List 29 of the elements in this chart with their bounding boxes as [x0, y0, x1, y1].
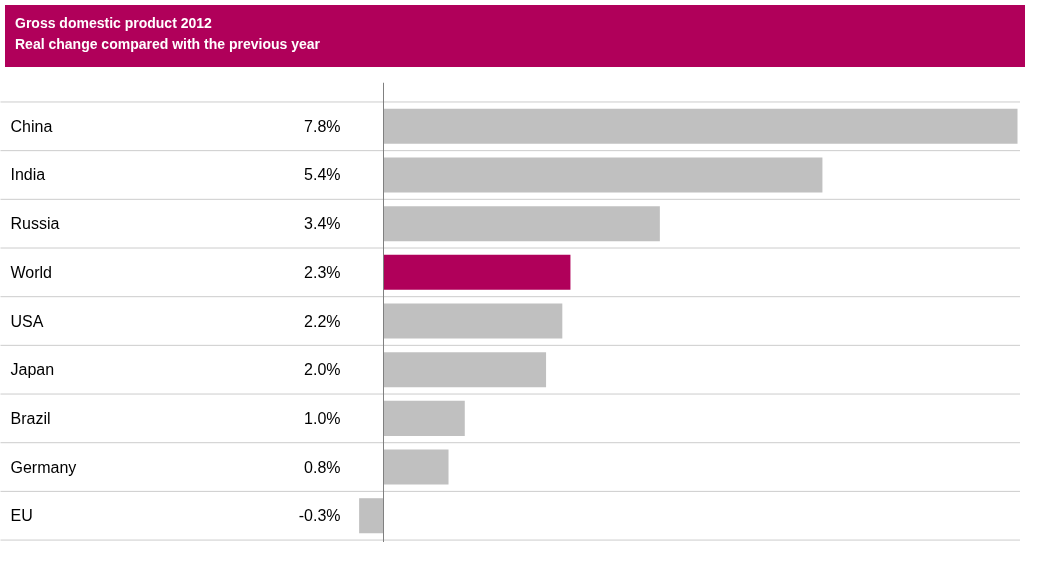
y-tick-label: China [10, 117, 53, 135]
data-label: 1.0% [304, 409, 341, 427]
y-tick-label: EU [10, 507, 33, 525]
y-tick-label: Russia [10, 215, 60, 233]
data-label: 7.8% [304, 117, 341, 135]
bar [383, 303, 563, 339]
y-tick-label: World [10, 263, 52, 281]
y-tick-label: Brazil [10, 409, 51, 427]
data-label: 2.0% [304, 361, 341, 379]
y-tick-label: USA [10, 312, 44, 330]
data-label: 0.8% [304, 458, 341, 476]
bar [359, 498, 384, 534]
y-tick-label: Germany [10, 458, 77, 476]
data-label: 5.4% [304, 166, 341, 184]
data-label: 2.3% [304, 263, 341, 281]
bar [383, 254, 571, 290]
data-label: -0.3% [298, 507, 341, 525]
text: Real change compared with the previous year [15, 36, 320, 52]
bar [383, 352, 547, 388]
bar [383, 108, 1018, 144]
bar [383, 157, 823, 193]
text: Gross domestic product 2012 [15, 15, 212, 31]
data-label: 2.2% [304, 312, 341, 330]
bar [383, 449, 449, 485]
y-tick-label: India [10, 166, 46, 184]
data-label: 3.4% [304, 215, 341, 233]
bar [383, 206, 660, 242]
y-tick-label: Japan [10, 361, 55, 379]
bar [383, 400, 465, 436]
